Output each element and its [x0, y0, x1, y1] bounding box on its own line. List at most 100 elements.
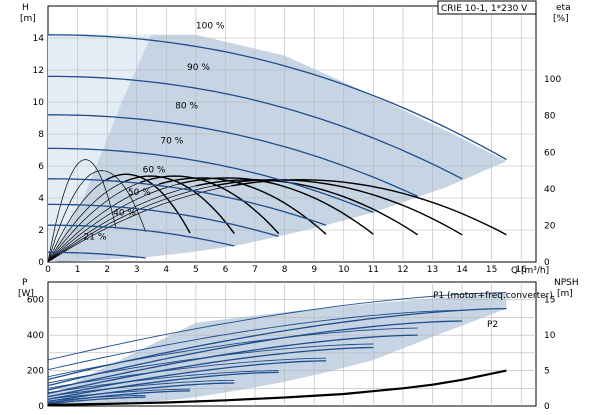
p1-curve: [47, 309, 463, 371]
p1-curve: [47, 388, 190, 400]
power-tick-label: 600: [27, 296, 44, 306]
npsh-axis-unit: [m]: [557, 289, 573, 299]
head-curve: [48, 224, 235, 247]
p2-curve: [47, 371, 279, 400]
x-tick-label: 7: [252, 265, 258, 275]
y-axis-unit: [m]: [20, 14, 36, 24]
power-tick-label: 400: [27, 331, 44, 341]
y2-axis-name: eta: [556, 3, 571, 13]
head-curve: [48, 178, 327, 226]
x-tick-label: 8: [282, 265, 288, 275]
x-tick-label: 3: [134, 265, 140, 275]
power-tick-label: 200: [27, 367, 44, 377]
y2-tick-label: 0: [544, 258, 550, 268]
speed-label: 21 %: [84, 233, 107, 243]
x-tick-label: 15: [486, 265, 497, 275]
power-axis-name: P: [22, 278, 28, 288]
y2-tick-label: 100: [544, 75, 561, 85]
y2-tick-label: 60: [544, 148, 556, 158]
x-tick-label: 0: [45, 265, 51, 275]
y-tick-label: 2: [38, 226, 44, 236]
x-axis-label: Q [m³/h]: [511, 266, 549, 276]
p2-curve: [47, 382, 235, 403]
head-curve: [48, 251, 146, 259]
legend-p2: P2: [487, 320, 498, 330]
speed-label: 100 %: [196, 21, 225, 31]
head-curve: [48, 147, 374, 214]
power-tick-labels: 0 200 400 600: [27, 296, 44, 412]
npsh-tick-label: 15: [544, 296, 555, 306]
power-tick-label: 0: [38, 402, 44, 412]
p2-curve: [47, 396, 146, 405]
x-tick-label: 13: [427, 265, 438, 275]
legend-p1: P1 (motor+freq.converter): [433, 291, 553, 301]
p2-curve: [47, 390, 191, 404]
y2-tick-label: 40: [544, 185, 556, 195]
y2-tick-labels: 0 20 40 60 80 100: [544, 75, 561, 268]
efficiency-curve-bold: [177, 177, 374, 235]
efficiency-curve-bold: [122, 175, 235, 235]
x-tick-label: 10: [338, 265, 350, 275]
y-tick-label: 0: [38, 258, 44, 268]
x-tick-label: 9: [311, 265, 317, 275]
p2-curve: [47, 360, 327, 398]
head-curves: [47, 34, 507, 259]
p2-curve: [47, 307, 507, 381]
power-region-fill: [48, 292, 507, 406]
npsh-tick-label: 10: [544, 331, 556, 341]
efficiency-curve-bold: [213, 178, 463, 236]
speed-label: 80 %: [175, 101, 198, 111]
p1-curve: [47, 370, 279, 394]
efficiency-curves: [47, 159, 507, 263]
x-tick-label: 5: [193, 265, 199, 275]
y-tick-label: 6: [38, 162, 44, 172]
power-axis-unit: [W]: [18, 289, 34, 299]
top-grid: [48, 6, 536, 262]
p2-curve: [47, 320, 463, 387]
head-curve: [48, 114, 418, 197]
speed-label: 70 %: [160, 137, 183, 147]
npsh-curve: [47, 369, 507, 406]
head-curve: [47, 34, 507, 161]
x-tick-label: 12: [397, 265, 408, 275]
p2-curves: [47, 307, 507, 405]
npsh-tick-label: 5: [544, 367, 550, 377]
power-region: [48, 292, 507, 406]
y-tick-labels: 0 2 4 6 8 10 12 14: [33, 34, 45, 268]
speed-label: 40 %: [113, 209, 136, 219]
y-tick-label: 8: [38, 130, 44, 140]
x-tick-labels: 0 1 2 3 4 5 6 7 8 9 10 11 12 13 14 15 16: [45, 265, 527, 275]
p1-curve: [47, 292, 507, 361]
y-tick-label: 4: [38, 194, 44, 204]
x-tick-label: 6: [223, 265, 229, 275]
title-box: [437, 0, 537, 15]
p1-curve: [47, 379, 235, 397]
p2-curve: [47, 346, 374, 395]
y2-tick-label: 20: [544, 221, 556, 231]
bottom-grid: [48, 282, 536, 406]
head-curve: [48, 203, 279, 238]
y2-axis-unit: [%]: [553, 14, 569, 24]
speed-label: 90 %: [187, 63, 210, 73]
power-npsh-plot: 0 200 400 600 0 5 10 15 P [W] NPSH [m] P1 (mot…: [18, 278, 579, 412]
p1-curve: [47, 357, 327, 389]
npsh-tick-label: 0: [544, 402, 550, 412]
efficiency-curve-bold: [140, 175, 280, 235]
operating-region-fill: [48, 34, 507, 262]
x-tick-label: 16: [515, 265, 527, 275]
y-tick-label: 14: [33, 34, 45, 44]
head-curve: [48, 75, 463, 180]
efficiency-curve-bold: [195, 178, 419, 236]
speed-label: 60 %: [143, 165, 166, 175]
speed-labels: 100 % 90 % 80 % 70 % 60 % 50 % 40 % 21 %: [84, 21, 225, 242]
speed-label: 50 %: [128, 188, 151, 198]
x-tick-label: 2: [104, 265, 110, 275]
efficiency-curve: [47, 170, 146, 263]
npsh-tick-labels: 0 5 10 15: [544, 296, 556, 412]
y2-tick-label: 80: [544, 112, 556, 122]
chart-title: CRIE 10-1, 1*230 V: [441, 4, 528, 14]
x-tick-label: 14: [456, 265, 468, 275]
npsh-line: [47, 369, 507, 406]
x-tick-label: 11: [368, 265, 379, 275]
